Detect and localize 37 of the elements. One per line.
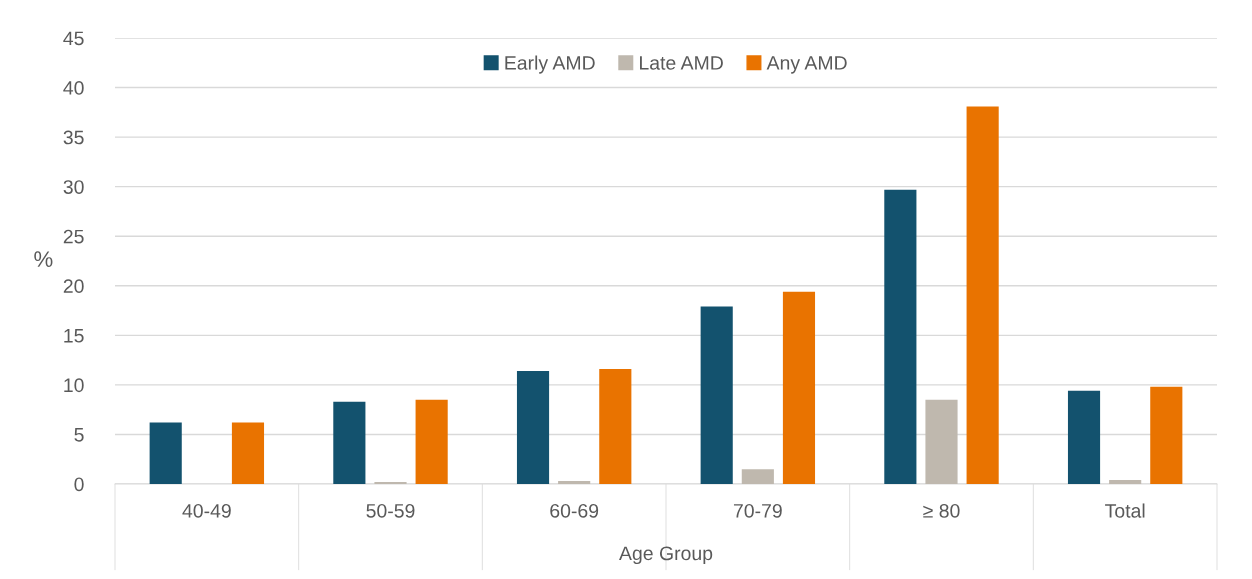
y-tick-label: 25 [63, 229, 84, 244]
bar [700, 306, 733, 484]
bar [884, 189, 917, 484]
x-axis-title: Age Group [619, 546, 713, 565]
bar [741, 469, 774, 484]
bar [966, 106, 999, 484]
y-tick-label: 35 [63, 130, 84, 145]
y-axis-title: % [34, 251, 53, 267]
bar [149, 422, 182, 484]
y-tick-label: 30 [63, 180, 84, 194]
x-tick-label: ≥ 80 [923, 503, 960, 518]
bar [558, 481, 591, 484]
y-tick-label: 0 [74, 477, 84, 492]
legend-label: Late AMD [640, 56, 723, 70]
bar [231, 422, 265, 484]
x-tick-label: 60-69 [550, 503, 599, 518]
legend-label: Any AMD [766, 56, 847, 74]
y-tick-label: 40 [63, 81, 84, 95]
x-tick-label: 70-79 [733, 503, 782, 518]
y-tick-label: 5 [74, 428, 84, 442]
y-tick-label: 10 [64, 378, 84, 393]
bar [1150, 386, 1183, 484]
y-tick-label: 15 [64, 329, 84, 343]
bar [782, 291, 816, 484]
bar [1109, 480, 1142, 484]
bar [333, 401, 366, 484]
y-tick-label: 20 [63, 279, 84, 294]
bar [925, 399, 958, 484]
x-tick-label: 40-49 [182, 503, 231, 518]
x-tick-label: 50-59 [366, 503, 415, 518]
bar [516, 371, 550, 484]
bar [599, 369, 632, 484]
bar [415, 399, 448, 484]
legend-label: Early AMD [505, 55, 595, 74]
bar [1067, 390, 1101, 484]
y-tick-label: 45 [63, 31, 84, 46]
x-tick-label: Total [1105, 503, 1145, 518]
